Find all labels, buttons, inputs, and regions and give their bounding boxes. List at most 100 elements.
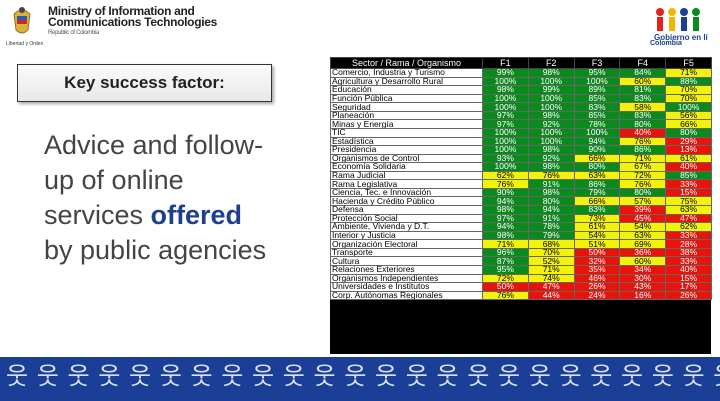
cell-f5: 80% <box>665 127 712 138</box>
cell-f3: 66% <box>573 196 621 206</box>
row-sector-name: Ciencia, Tec. e Innovación <box>330 187 483 198</box>
cell-f4: 34% <box>619 264 667 275</box>
row-sector-name: Agricultura y Desarrollo Rural <box>330 76 483 87</box>
cell-f5: 15% <box>665 273 712 284</box>
table-row: Rama Legislativa 76% 91% 86% 76% 33% <box>330 179 712 189</box>
cell-f2: 68% <box>527 239 575 249</box>
cell-f5: 75% <box>665 196 712 206</box>
row-sector-name: Planeación <box>330 110 483 121</box>
cell-f1: 93% <box>482 153 529 164</box>
cell-f3: 78% <box>573 119 621 129</box>
table-row: Planeación 97% 98% 85% 83% 56% <box>330 110 712 121</box>
cell-f2: 71% <box>527 264 575 275</box>
header-f1: F1 <box>482 57 529 69</box>
cell-f5: 63% <box>665 205 712 215</box>
cell-f5: 66% <box>665 119 712 129</box>
cell-f3: 66% <box>573 153 621 164</box>
cell-f1: 71% <box>482 239 529 249</box>
row-sector-name: Universidades e Institutos <box>330 282 483 292</box>
cell-f3: 63% <box>573 170 621 181</box>
table-row: Función Pública 100% 100% 85% 83% 70% <box>330 93 712 104</box>
cell-f2: 98% <box>527 187 575 198</box>
cell-f1: 98% <box>482 230 529 241</box>
cell-f4: 80% <box>619 119 667 129</box>
cell-f1: 100% <box>482 93 529 104</box>
cell-f4: 83% <box>619 93 667 104</box>
row-sector-name: Interior y Justicia <box>330 230 483 241</box>
cell-f1: 72% <box>482 273 529 284</box>
cell-f5: 40% <box>665 264 712 275</box>
cell-f1: 90% <box>482 187 529 198</box>
row-sector-name: Educación <box>330 85 483 95</box>
cell-f5: 29% <box>665 136 712 147</box>
header-f4: F4 <box>619 57 667 69</box>
cell-f4: 16% <box>619 290 667 301</box>
cell-f1: 97% <box>482 110 529 121</box>
cell-f4: 83% <box>619 110 667 121</box>
table-row: Defensa 98% 94% 83% 39% 63% <box>330 205 712 215</box>
table-row: Ambiente, Vivienda y D.T. 94% 78% 61% 54% 62% <box>330 222 712 232</box>
cell-f3: 83% <box>573 205 621 215</box>
cell-f4: 60% <box>619 76 667 87</box>
table-row: Interior y Justicia 98% 79% 54% 63% 33% <box>330 230 712 241</box>
row-sector-name: Función Pública <box>330 93 483 104</box>
table-row: Organización Electoral 71% 68% 51% 69% 28% <box>330 239 712 249</box>
coat-of-arms-icon <box>13 7 31 34</box>
cell-f2: 98% <box>527 110 575 121</box>
description-text: Advice and follow-up of online services … <box>44 128 274 268</box>
row-sector-name: Cultura <box>330 256 483 266</box>
cell-f4: 63% <box>619 230 667 241</box>
cell-f3: 86% <box>573 179 621 189</box>
cell-f5: 33% <box>665 256 712 266</box>
header-sector: Sector / Rama / Organismo <box>330 57 483 69</box>
cell-f5: 13% <box>665 145 712 155</box>
cell-f3: 100% <box>573 76 621 87</box>
cell-f3: 32% <box>573 256 621 266</box>
cell-f3: 80% <box>573 162 621 172</box>
cell-f5: 70% <box>665 93 712 104</box>
description-part-2: by public agencies <box>44 235 267 265</box>
cell-f1: 50% <box>482 282 529 292</box>
cell-f2: 79% <box>527 230 575 241</box>
cell-f2: 80% <box>527 196 575 206</box>
row-sector-name: Organismos Independientes <box>330 273 483 284</box>
cell-f1: 100% <box>482 127 529 138</box>
cell-f5: 71% <box>665 68 712 78</box>
cell-f1: 100% <box>482 136 529 147</box>
cell-f3: 95% <box>573 68 621 78</box>
gobierno-en-linea-logo-icon: Gobierno en línea <box>654 8 708 42</box>
row-sector-name: Defensa <box>330 205 483 215</box>
table-row: Minas y Energía 97% 92% 78% 80% 66% <box>330 119 712 129</box>
cell-f2: 100% <box>527 127 575 138</box>
cell-f5: 100% <box>665 102 712 112</box>
header-f2: F2 <box>527 57 575 69</box>
cell-f3: 24% <box>573 290 621 301</box>
cell-f1: 94% <box>482 222 529 232</box>
results-table-container: Sector / Rama / Organismo F1 F2 F3 F4 F5… <box>330 57 712 354</box>
cell-f5: 17% <box>665 282 712 292</box>
ministry-name: Ministry of Information and Communicatio… <box>48 5 218 39</box>
cell-f3: 100% <box>573 127 621 138</box>
cell-f1: 98% <box>482 205 529 215</box>
cell-f1: 76% <box>482 179 529 189</box>
cell-f5: 47% <box>665 213 712 224</box>
cell-f2: 92% <box>527 153 575 164</box>
cell-f5: 70% <box>665 85 712 95</box>
row-sector-name: Minas y Energía <box>330 119 483 129</box>
cell-f4: 30% <box>619 273 667 284</box>
ministry-line-2: Communications Technologies <box>48 15 218 29</box>
cell-f4: 60% <box>619 256 667 266</box>
cell-f4: 81% <box>619 85 667 95</box>
cell-f3: 94% <box>573 136 621 147</box>
row-sector-name: Presidencia <box>330 145 483 155</box>
cell-f5: 15% <box>665 187 712 198</box>
cell-f1: 62% <box>482 170 529 181</box>
header-f3: F3 <box>573 57 621 69</box>
cell-f3: 26% <box>573 282 621 292</box>
cell-f4: 69% <box>619 239 667 249</box>
svg-text:Gobierno en línea: Gobierno en línea <box>654 33 708 42</box>
results-table: Sector / Rama / Organismo F1 F2 F3 F4 F5… <box>330 57 712 301</box>
cell-f1: 76% <box>482 290 529 301</box>
cell-f4: 67% <box>619 162 667 172</box>
crest-caption: Libertad y Orden <box>6 41 44 47</box>
